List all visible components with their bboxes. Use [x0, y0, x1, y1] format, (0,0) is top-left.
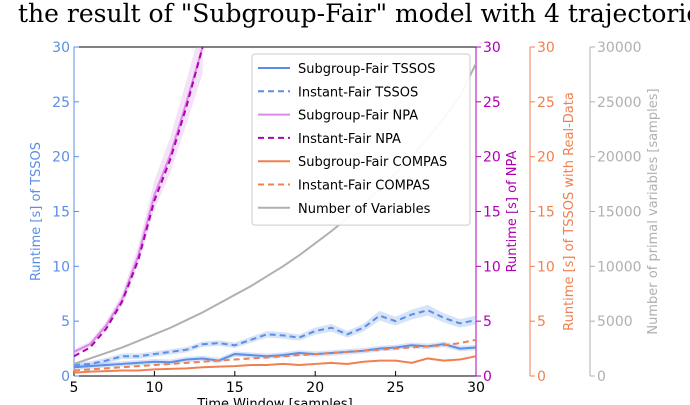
- band-subgroup-fair-npa: [74, 47, 203, 355]
- x-tick-label: 10: [145, 380, 163, 396]
- y-tick-label-npa: 5: [483, 314, 492, 330]
- y-tick-label-compas: 30: [537, 40, 555, 56]
- y-tick-label-npa: 15: [483, 205, 501, 221]
- series-line-instant-fair-npa: [74, 47, 204, 358]
- legend-entry: Subgroup-Fair COMPAS: [298, 155, 447, 170]
- y-tick-label-npa: 30: [483, 40, 501, 56]
- legend-entry: Instant-Fair NPA: [298, 132, 401, 147]
- y-tick-label-npa: 25: [483, 95, 501, 111]
- legend-box: [251, 53, 471, 226]
- y-tick-label-compas: 25: [537, 95, 555, 111]
- y-tick-label-compas: 0: [537, 369, 546, 385]
- x-tick-label: 25: [387, 380, 405, 396]
- y-tick-label-tssos: 5: [61, 314, 70, 330]
- series-line-subgroup-fair-tssos: [74, 343, 476, 369]
- x-tick-label: 5: [70, 380, 79, 396]
- x-tick-label: 30: [467, 380, 485, 396]
- y-tick-label-vars: 20000: [597, 150, 642, 166]
- y-tick-label-compas: 15: [537, 205, 555, 221]
- y-tick-label-vars: 25000: [597, 95, 642, 111]
- y-tick-label-vars: 15000: [597, 205, 642, 221]
- series-line-subgroup-fair-compas: [74, 355, 476, 374]
- legend-entry: Instant-Fair COMPAS: [298, 179, 430, 194]
- y-tick-label-tssos: 25: [52, 95, 70, 111]
- y-axis-label-compas: Runtime [s] of TSSOS with Real-Data: [562, 92, 577, 331]
- y-tick-label-compas: 20: [537, 150, 555, 166]
- y-tick-label-npa: 10: [483, 259, 501, 275]
- y-tick-label-compas: 5: [537, 314, 546, 330]
- y-tick-label-tssos: 15: [52, 205, 70, 221]
- legend-entry: Instant-Fair TSSOS: [298, 85, 418, 100]
- y-tick-label-vars: 0: [597, 369, 606, 385]
- y-tick-label-tssos: 20: [52, 150, 70, 166]
- series-line-instant-fair-compas: [74, 338, 476, 372]
- legend-entry: Number of Variables: [298, 202, 431, 217]
- series-line-instant-fair-tssos: [74, 309, 476, 367]
- x-tick-label: 20: [306, 380, 324, 396]
- y-tick-label-npa: 20: [483, 150, 501, 166]
- figure-caption: the result of "Subgroup-Fair" model with…: [18, 0, 690, 28]
- x-axis-label: Time Window [samples]: [196, 397, 353, 405]
- legend-entry: Subgroup-Fair NPA: [298, 109, 418, 124]
- y-axis-label-tssos: Runtime [s] of TSSOS: [29, 142, 44, 281]
- y-tick-label-npa: 0: [483, 369, 492, 385]
- y-axis-label-vars: Number of primal variables [samples]: [646, 88, 661, 334]
- legend-entry: Subgroup-Fair TSSOS: [298, 62, 435, 77]
- y-tick-label-compas: 10: [537, 259, 555, 275]
- y-tick-label-tssos: 10: [52, 259, 70, 275]
- y-axis-label-npa: Runtime [s] of NPA: [505, 151, 520, 273]
- y-tick-label-tssos: 30: [52, 40, 70, 56]
- y-tick-label-vars: 5000: [597, 314, 633, 330]
- y-tick-label-tssos: 0: [61, 369, 70, 385]
- y-tick-label-vars: 30000: [597, 40, 642, 56]
- series-line-subgroup-fair-npa: [74, 47, 204, 353]
- y-tick-label-vars: 10000: [597, 259, 642, 275]
- x-tick-label: 15: [226, 380, 244, 396]
